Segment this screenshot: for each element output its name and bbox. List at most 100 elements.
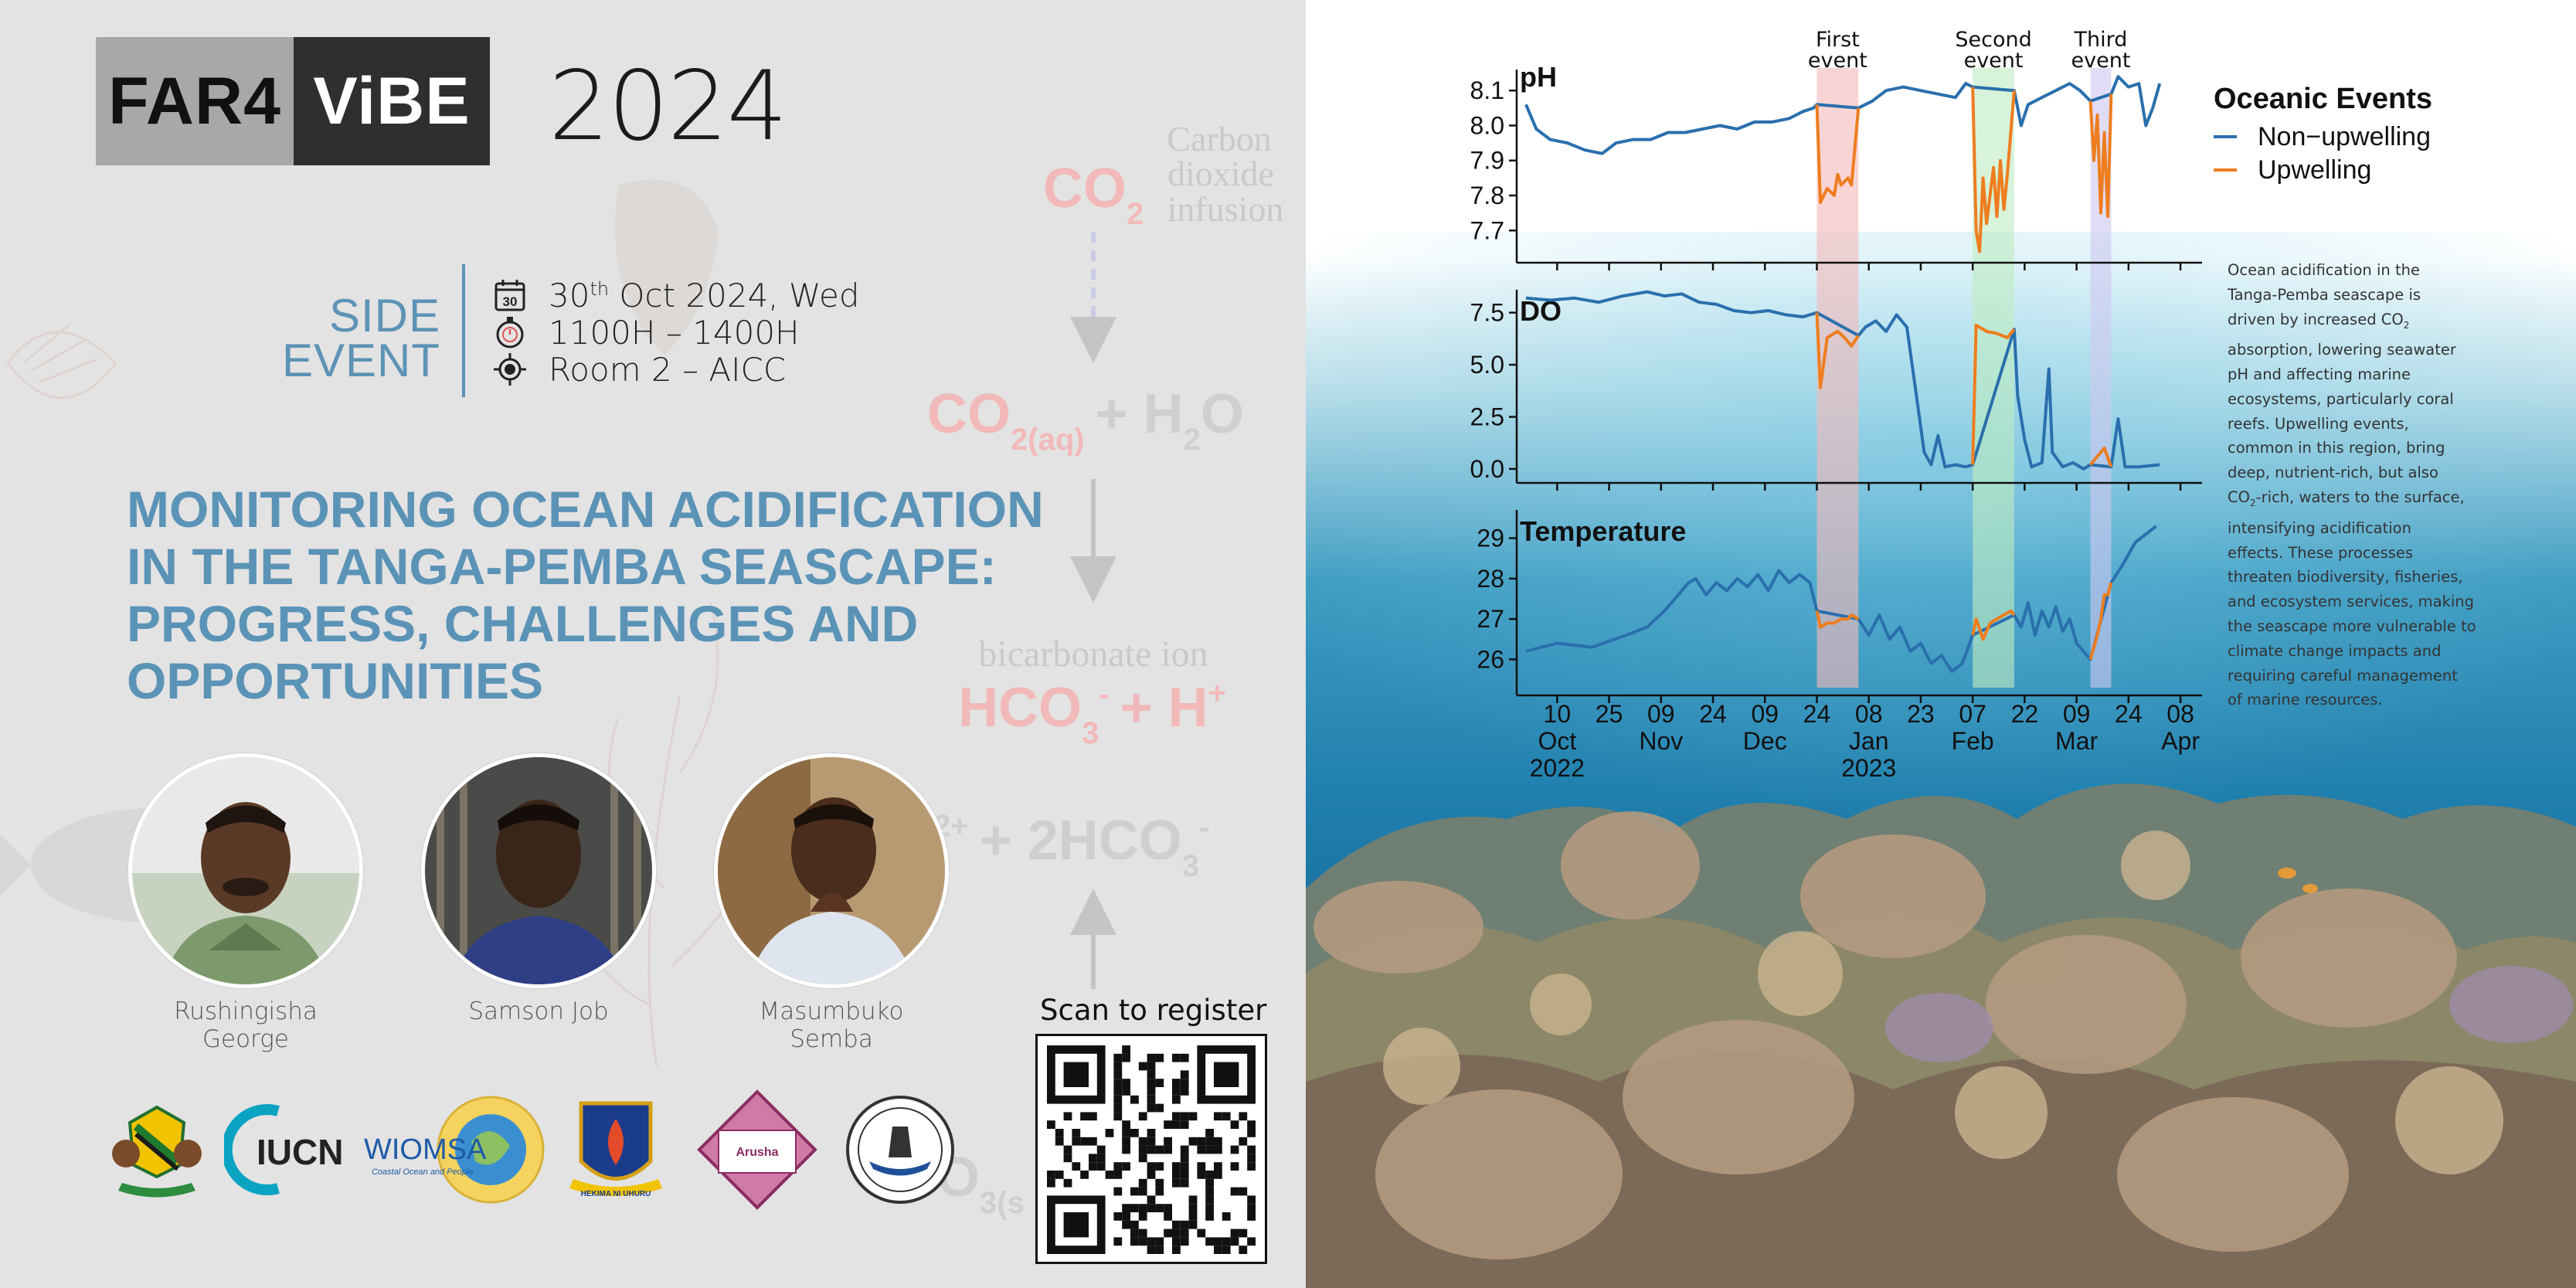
description-line: ecosystems, particularly coral bbox=[2228, 389, 2454, 408]
y-tick-label: 29 bbox=[1477, 525, 1504, 552]
chart-legend: Oceanic Events Non−upwelling Upwelling bbox=[2214, 83, 2432, 185]
legend-entry: Upwelling bbox=[2258, 155, 2371, 185]
series-line-upwelling bbox=[2088, 582, 2113, 660]
y-tick-label: 2.5 bbox=[1470, 403, 1504, 430]
x-tick-label: 09 bbox=[1751, 700, 1779, 728]
svg-text:WIOMSA: WIOMSA bbox=[364, 1133, 487, 1166]
y-tick-label: 8.0 bbox=[1470, 111, 1504, 139]
series-line-non-upwelling bbox=[1524, 75, 2162, 155]
legend-entry: Non−upwelling bbox=[2258, 122, 2431, 151]
description-line: the seascape more vulnerable to bbox=[2228, 617, 2476, 635]
calendar-icon: 30 bbox=[491, 277, 528, 314]
x-tick-label: 24 bbox=[2115, 700, 2143, 728]
x-tick-month-label: Nov bbox=[1639, 727, 1683, 755]
x-tick-label: 25 bbox=[1596, 700, 1623, 728]
x-tick-month-label: Feb bbox=[1952, 727, 1994, 755]
x-tick-label: 09 bbox=[2063, 700, 2091, 728]
description-line: climate change impacts and bbox=[2228, 641, 2442, 660]
chart-panel-ph: 7.7 7.8 7.9 8.0 8.1 pH bbox=[1470, 61, 2202, 270]
scan-to-register-label: Scan to register bbox=[1040, 994, 1267, 1027]
tanzania-coat-of-arms-logo bbox=[99, 1088, 215, 1212]
title-line: PROGRESS, CHALLENGES AND bbox=[127, 595, 919, 652]
registration-qr-code[interactable] bbox=[1035, 1034, 1267, 1264]
x-tick-label: 07 bbox=[1959, 700, 1986, 728]
description-line: and ecosystem services, making bbox=[2228, 593, 2475, 611]
chem-infusion-line2: dioxide bbox=[1167, 154, 1274, 193]
description-line: common in this region, bring bbox=[2228, 439, 2445, 457]
nelson-mandela-institution-logo: Arusha bbox=[692, 1088, 823, 1212]
chem-bicarbonate-label: bicarbonate ion bbox=[978, 634, 1208, 675]
series-line-upwelling bbox=[2088, 93, 2113, 219]
svg-text:30: 30 bbox=[503, 294, 518, 309]
decorative-feather-icon bbox=[615, 179, 719, 355]
description-line: reefs. Upwelling events, bbox=[2228, 414, 2409, 433]
description-line: driven by increased CO2 bbox=[2228, 310, 2410, 331]
x-tick-label: 10 bbox=[1544, 700, 1572, 728]
speaker-card: Rushingisha George bbox=[128, 753, 363, 1053]
chem-calcium-bicarbonate: a2++ 2HCO3- bbox=[902, 809, 1209, 883]
y-tick-label: 5.0 bbox=[1470, 351, 1504, 379]
y-tick-label: 7.5 bbox=[1470, 299, 1504, 327]
series-line-non-upwelling bbox=[1525, 290, 2160, 471]
speaker-name: Rushingisha George bbox=[174, 997, 318, 1053]
event-title: MONITORING OCEAN ACIDIFICATION IN THE TA… bbox=[127, 481, 1131, 709]
location-target-icon bbox=[491, 351, 528, 388]
event-label: event bbox=[1808, 49, 1867, 73]
far4-logo: FAR4 bbox=[96, 37, 294, 165]
x-tick-label: 23 bbox=[1907, 700, 1935, 728]
y-tick-label: 7.7 bbox=[1470, 216, 1504, 244]
side-event-label: SIDE EVENT bbox=[232, 290, 440, 384]
svg-text:IUCN: IUCN bbox=[257, 1132, 343, 1172]
event-year: 2024 bbox=[549, 51, 788, 162]
description-line: deep, nutrient-rich, but also bbox=[2228, 464, 2438, 482]
series-line-upwelling bbox=[1971, 609, 2016, 641]
ocean-chemistry-chart: FirsteventSecondeventThirdevent7.77.87.9… bbox=[1470, 28, 2433, 782]
x-tick-label: 24 bbox=[1803, 700, 1831, 728]
x-tick-month-label: Dec bbox=[1743, 727, 1787, 755]
panel-label: pH bbox=[1520, 61, 1557, 93]
event-time-row: 1100H – 1400H bbox=[491, 312, 800, 352]
qr-code-icon bbox=[1047, 1045, 1256, 1254]
title-line: OPPORTUNITIES bbox=[127, 652, 544, 709]
y-tick-label: 7.8 bbox=[1470, 182, 1504, 209]
event-label: Third bbox=[2074, 28, 2128, 52]
event-room: Room 2 – AICC bbox=[549, 350, 787, 389]
x-tick-year-label: 2023 bbox=[1841, 754, 1896, 782]
y-tick-label: 27 bbox=[1477, 605, 1504, 633]
decorative-shell-icon bbox=[6, 323, 117, 399]
series-line-upwelling bbox=[1971, 87, 2016, 253]
description-line: of marine resources. bbox=[2228, 691, 2383, 709]
left-panel: Carbon dioxide infusion CO2 CO2(aq) + H2O… bbox=[0, 37, 1284, 1264]
chart-panel-do: 0.02.55.07.5 DO bbox=[1470, 290, 2202, 491]
right-panel: First event Second event Third event 7.7 7.8 7.9… bbox=[1306, 0, 2576, 1288]
x-tick-month-label: Jan bbox=[1849, 727, 1889, 755]
side-event-line1: SIDE bbox=[328, 290, 440, 342]
event-label: event bbox=[1964, 49, 2024, 73]
description-line: Ocean acidification in the bbox=[2228, 261, 2420, 279]
x-tick-month-label: Oct bbox=[1538, 727, 1576, 755]
title-line: IN THE TANGA-PEMBA SEASCAPE: bbox=[127, 538, 997, 595]
svg-text:Coastal Ocean and People: Coastal Ocean and People bbox=[372, 1167, 473, 1177]
y-tick-label: 8.1 bbox=[1470, 76, 1504, 104]
side-event-divider bbox=[462, 264, 465, 397]
x-tick-label: 24 bbox=[1699, 700, 1727, 728]
y-tick-label: 28 bbox=[1477, 565, 1504, 593]
series-line-upwelling bbox=[1815, 104, 1861, 205]
tafiri-logo bbox=[838, 1088, 962, 1212]
description-line: requiring careful management bbox=[2228, 666, 2458, 685]
udsm-logo: HEKIMA NI UHURU bbox=[558, 1088, 674, 1212]
iucn-logo: IUCN bbox=[224, 1088, 348, 1212]
x-tick-label: 08 bbox=[2166, 700, 2194, 728]
description-line: absorption, lowering seawater bbox=[2228, 341, 2456, 359]
vibe-logo: ViBE bbox=[294, 37, 490, 165]
x-tick-month-label: Apr bbox=[2161, 727, 2200, 755]
event-label: First bbox=[1816, 28, 1860, 52]
y-tick-label: 0.0 bbox=[1470, 455, 1504, 483]
series-line-non-upwelling bbox=[1525, 525, 2157, 674]
speaker-photo bbox=[421, 753, 656, 988]
speaker-photo bbox=[128, 753, 363, 988]
description-line: threaten biodiversity, fisheries, bbox=[2228, 568, 2463, 586]
chem-co2aq-h2o: CO2(aq) + H2O bbox=[927, 383, 1244, 457]
wiomsa-logo: WIOMSA Coastal Ocean and People bbox=[359, 1088, 552, 1212]
description-line: pH and affecting marine bbox=[2228, 365, 2411, 384]
